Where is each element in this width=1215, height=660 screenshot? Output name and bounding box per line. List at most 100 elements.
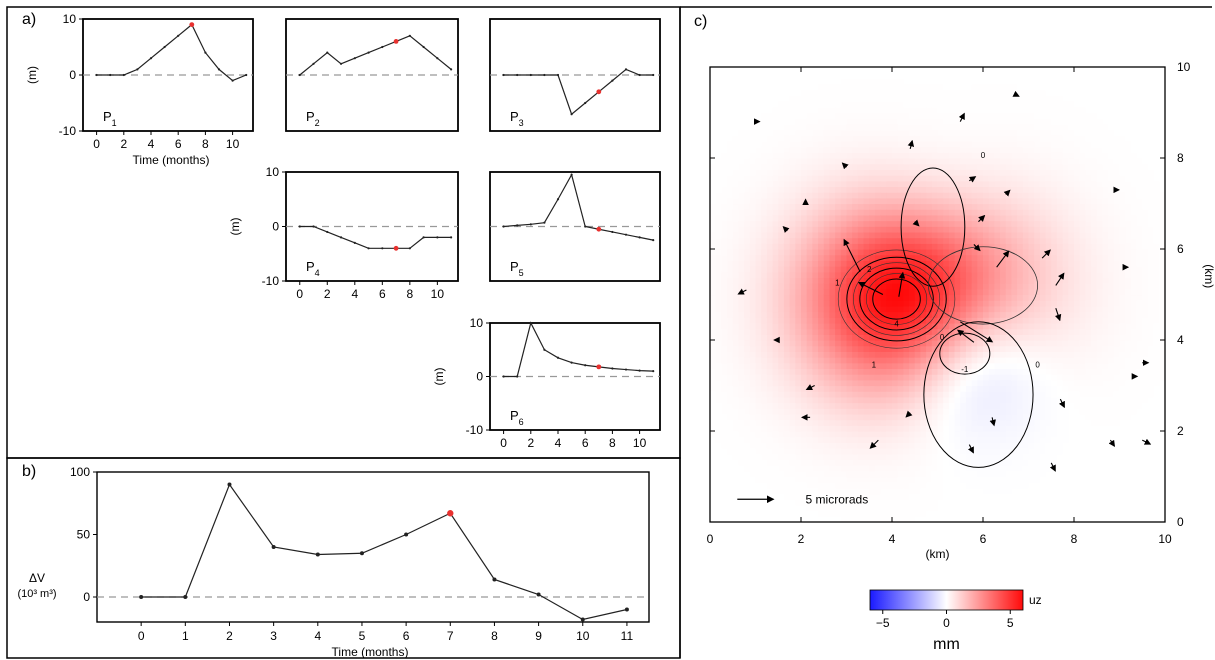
uz-cell <box>749 368 757 375</box>
uz-cell <box>778 510 785 517</box>
uz-cell <box>897 197 904 205</box>
uz-cell <box>823 135 831 142</box>
uz-cell <box>772 402 779 409</box>
uz-cell <box>783 283 791 290</box>
uz-cell <box>727 510 734 517</box>
uz-cell <box>732 197 740 205</box>
uz-cell <box>1034 118 1041 125</box>
uz-cell <box>761 425 768 432</box>
uz-cell <box>897 209 904 216</box>
uz-cell <box>812 408 819 415</box>
uz-cell <box>829 499 836 506</box>
uz-cell <box>1045 305 1052 313</box>
uz-cell <box>960 504 967 512</box>
uz-cell <box>960 436 967 443</box>
uz-cell <box>852 231 859 239</box>
y-tick-label: 10 <box>470 316 484 330</box>
uz-cell <box>823 243 831 250</box>
y-tick-label: -10 <box>466 423 484 437</box>
uz-cell <box>744 482 751 489</box>
uz-cell <box>829 226 836 233</box>
uz-cell <box>749 391 757 398</box>
uz-cell <box>795 192 802 199</box>
uz-cell <box>744 317 751 324</box>
uz-cell <box>812 89 819 97</box>
uz-cell <box>1045 385 1052 392</box>
uz-cell <box>937 516 944 522</box>
uz-cell <box>766 152 774 159</box>
uz-cell <box>994 470 1001 478</box>
uz-cell <box>880 209 887 216</box>
uz-cell <box>749 271 757 279</box>
uz-cell <box>744 112 751 119</box>
uz-cell <box>761 95 768 102</box>
uz-cell <box>738 442 745 449</box>
uz-cell <box>818 482 825 489</box>
x-tick-label: 6 <box>403 629 410 643</box>
uz-cell <box>931 442 939 449</box>
uz-cell <box>795 425 802 432</box>
uz-cell <box>926 379 933 387</box>
uz-cell <box>937 305 944 313</box>
uz-cell <box>835 72 842 79</box>
uz-cell <box>1039 243 1047 250</box>
uz-cell <box>727 197 734 205</box>
uz-cell <box>852 396 859 404</box>
data-point <box>652 370 655 373</box>
uz-cell <box>977 459 984 466</box>
uz-cell <box>744 129 751 136</box>
uz-cell <box>960 271 967 279</box>
uz-cell <box>818 487 825 495</box>
uz-cell <box>954 237 961 244</box>
uz-cell <box>880 368 887 375</box>
uz-cell <box>732 220 740 227</box>
uz-cell <box>1011 402 1018 409</box>
uz-cell <box>1011 146 1018 153</box>
uz-cell <box>909 516 916 522</box>
uz-cell <box>983 453 990 461</box>
uz-cell <box>909 226 916 233</box>
uz-cell <box>801 419 808 426</box>
uz-cell <box>732 152 740 159</box>
uz-cell <box>829 89 836 97</box>
uz-cell <box>710 112 717 119</box>
uz-cell <box>829 140 836 148</box>
uz-cell <box>806 186 813 193</box>
uz-cell <box>897 482 904 489</box>
uz-cell <box>789 163 796 170</box>
uz-cell <box>1022 243 1030 250</box>
uz-cell <box>755 465 762 472</box>
uz-cell <box>965 516 973 522</box>
uz-cell <box>721 516 728 522</box>
uz-cell <box>1000 465 1007 472</box>
uz-cell <box>852 283 859 290</box>
uz-cell <box>857 402 865 409</box>
uz-cell <box>789 192 796 199</box>
uz-cell <box>869 482 876 489</box>
uz-cell <box>772 129 779 136</box>
uz-cell <box>795 408 802 415</box>
uz-cell <box>909 362 916 370</box>
uz-cell <box>1045 379 1052 387</box>
uz-cell <box>772 459 779 466</box>
uz-cell <box>869 413 876 421</box>
uz-cell <box>1039 402 1047 409</box>
uz-cell <box>988 146 995 153</box>
uz-cell <box>920 271 927 279</box>
uz-cell <box>778 209 785 216</box>
uz-cell <box>886 391 893 398</box>
series-label: P3 <box>510 109 524 128</box>
uz-cell <box>931 180 939 188</box>
uz-cell <box>909 271 916 279</box>
uz-cell <box>1017 95 1024 102</box>
uz-cell <box>1022 226 1030 233</box>
uz-cell <box>880 328 887 335</box>
uz-cell <box>863 379 870 387</box>
uz-cell <box>783 180 791 188</box>
uz-cell <box>738 237 745 244</box>
uz-cell <box>721 317 728 324</box>
uz-cell <box>835 220 842 227</box>
uz-cell <box>988 266 995 273</box>
uz-cell <box>897 487 904 495</box>
uz-cell <box>920 436 927 443</box>
